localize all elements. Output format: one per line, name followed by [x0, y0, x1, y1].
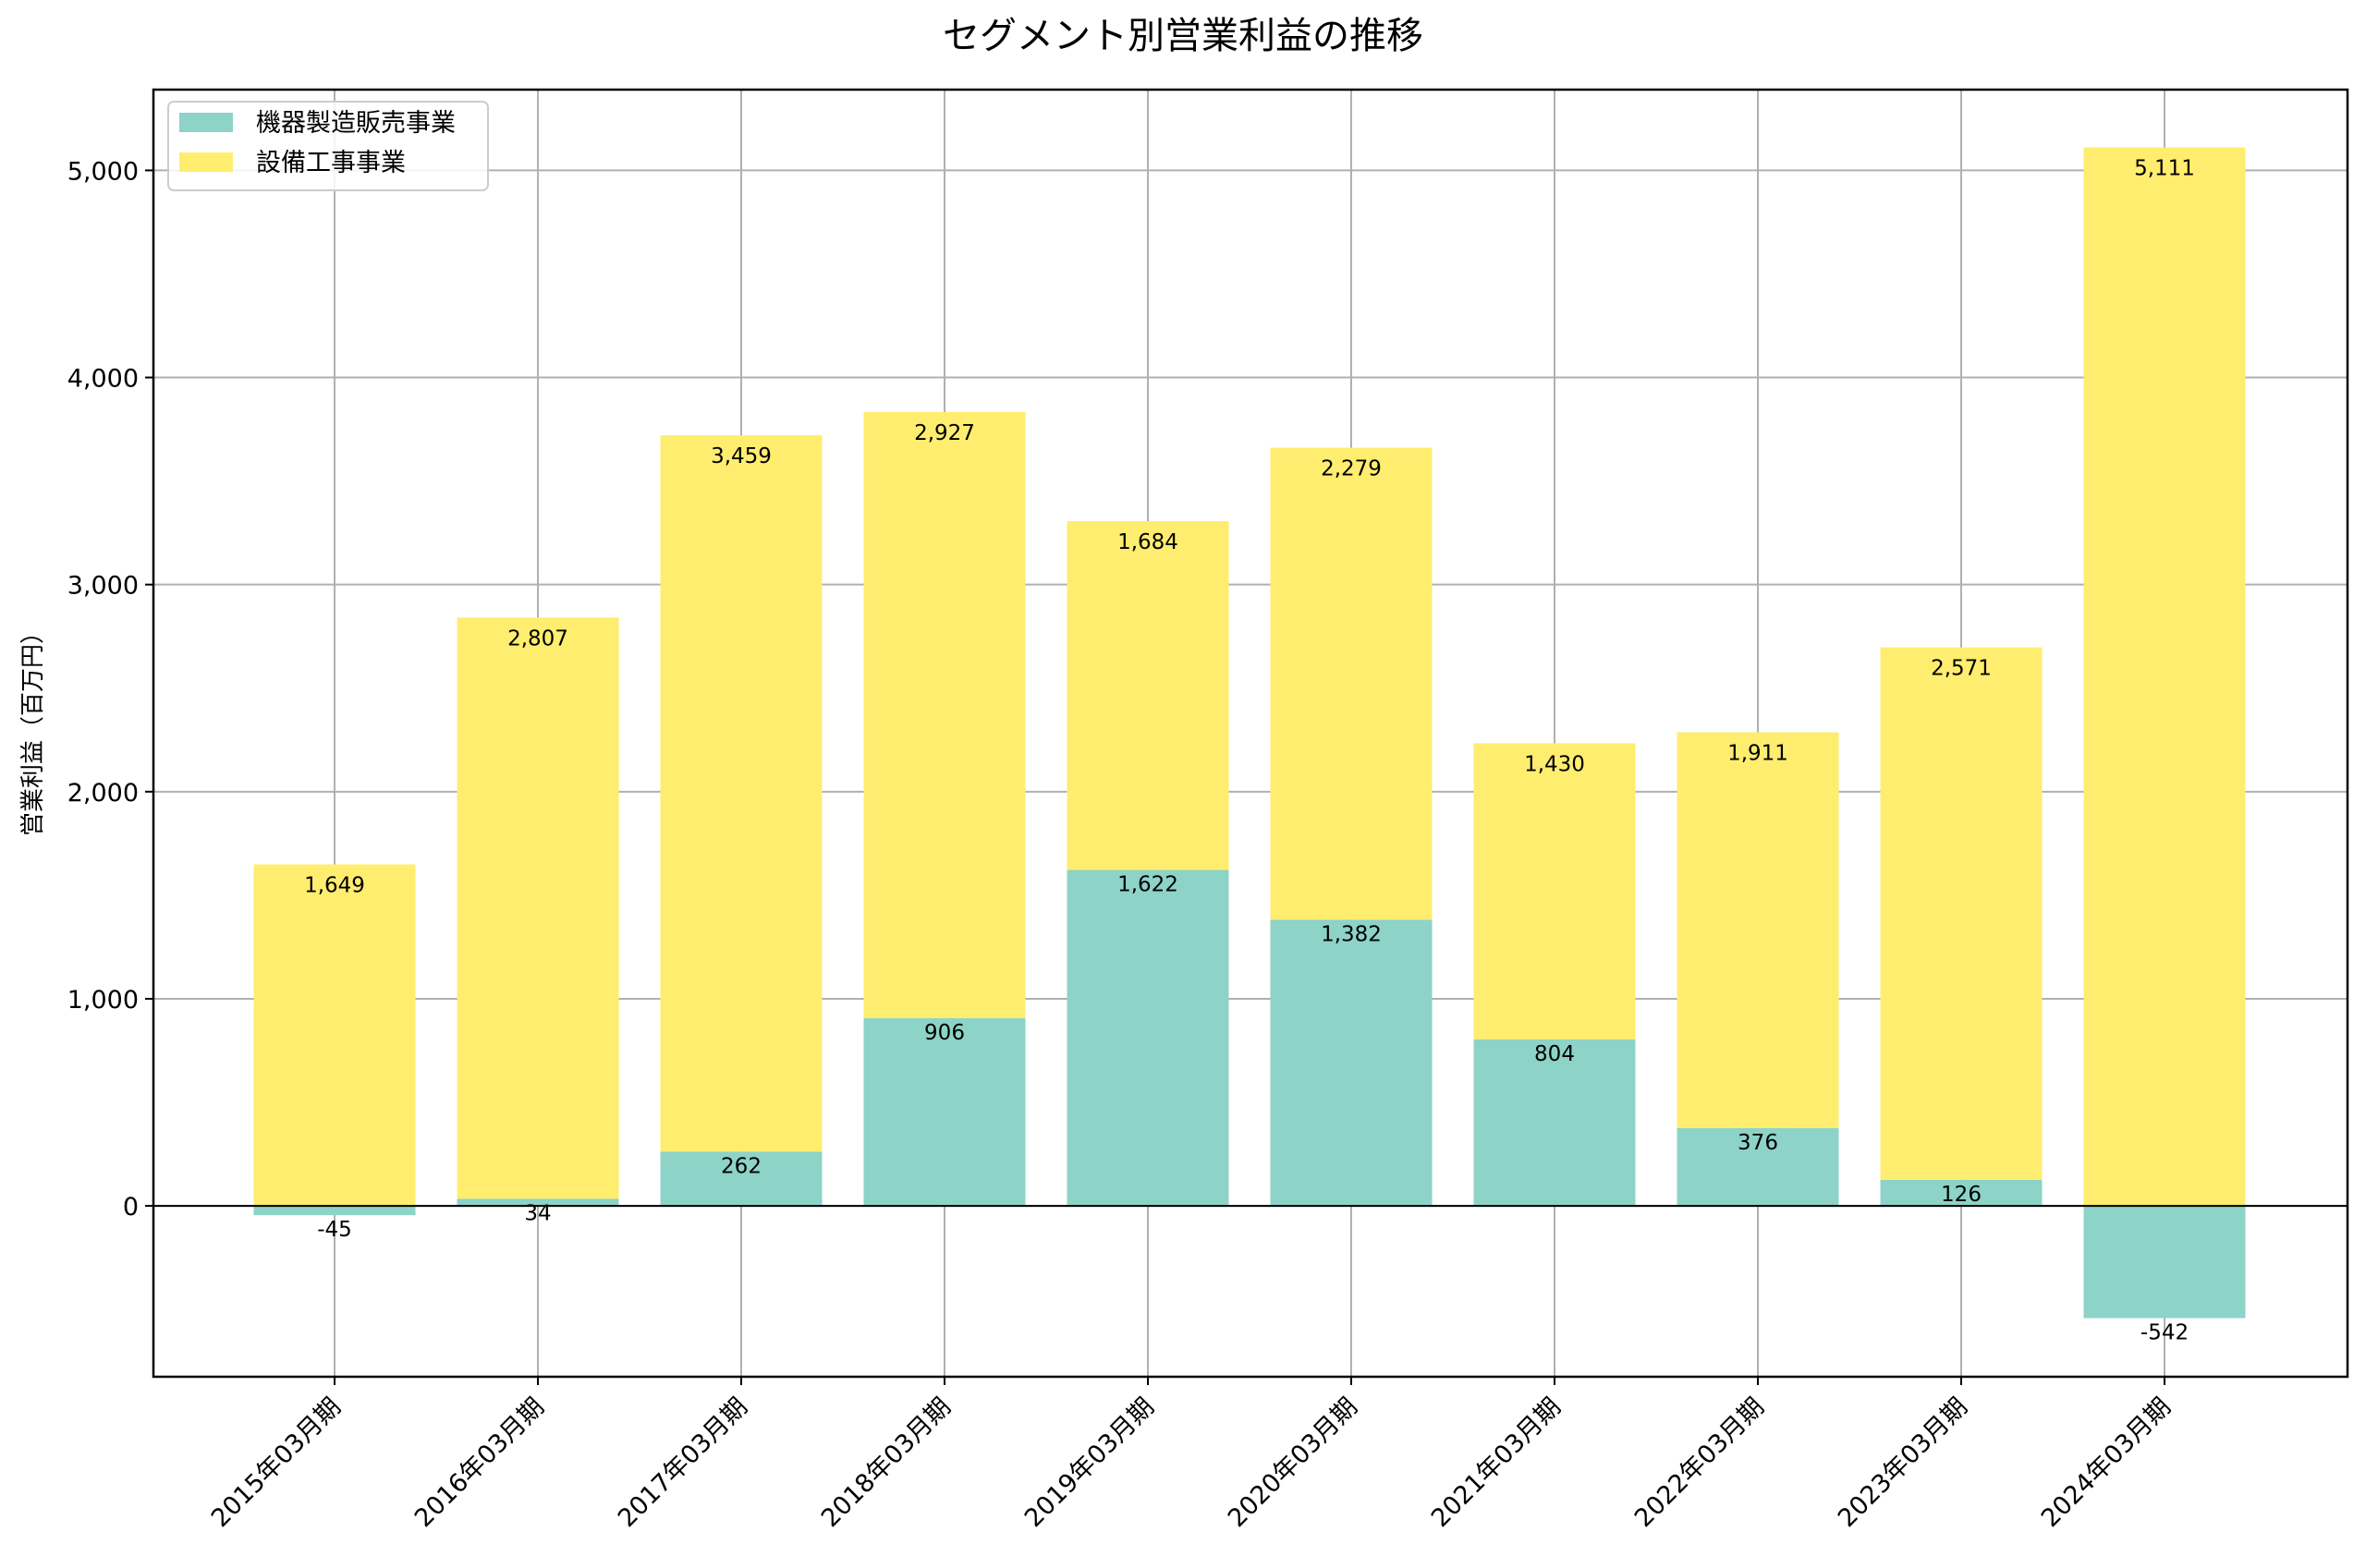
bar-kiki-seizou	[863, 1018, 1026, 1207]
data-label-setsubi-kouji: 3,459	[711, 444, 772, 468]
data-label-kiki-seizou: 262	[721, 1154, 762, 1178]
data-label-kiki-seizou: 1,382	[1321, 922, 1382, 946]
data-label-kiki-seizou: 126	[1941, 1183, 1982, 1207]
data-label-setsubi-kouji: 5,111	[2134, 157, 2195, 181]
data-label-setsubi-kouji: 1,649	[304, 873, 365, 897]
bar-setsubi-kouji	[457, 617, 619, 1199]
legend-label: 機器製造販売事業	[256, 109, 456, 138]
bar-kiki-seizou	[1270, 919, 1433, 1207]
data-label-kiki-seizou: 804	[1534, 1042, 1575, 1066]
bar-kiki-seizou	[2083, 1206, 2246, 1319]
bar-kiki-seizou	[660, 1151, 823, 1207]
data-labels: -451,649342,8072623,4599062,9271,6221,68…	[304, 157, 2195, 1345]
data-label-setsubi-kouji: 2,807	[507, 626, 568, 650]
data-label-setsubi-kouji: 2,571	[1931, 657, 1992, 681]
y-axis-label: 営業利益（百万円）	[19, 620, 47, 836]
bar-setsubi-kouji	[1473, 743, 1636, 1039]
data-label-setsubi-kouji: 1,684	[1117, 530, 1178, 554]
data-label-setsubi-kouji: 1,911	[1727, 741, 1788, 765]
y-tick-label: 3,000	[67, 572, 139, 601]
y-tick-label: 5,000	[67, 157, 139, 186]
data-label-kiki-seizou: 906	[924, 1021, 965, 1045]
bar-setsubi-kouji	[1880, 647, 2043, 1180]
data-label-kiki-seizou: -542	[2140, 1321, 2189, 1345]
y-tick-label: 2,000	[67, 779, 139, 808]
bar-kiki-seizou	[1473, 1039, 1636, 1207]
bar-setsubi-kouji	[2083, 147, 2246, 1207]
bar-setsubi-kouji	[253, 864, 416, 1207]
bar-setsubi-kouji	[863, 411, 1026, 1019]
legend-box	[167, 101, 489, 191]
bar-kiki-seizou	[253, 1206, 416, 1216]
legend-swatch	[179, 113, 233, 132]
bar-kiki-seizou	[457, 1198, 619, 1207]
chart-title: セグメント別営業利益の推移	[943, 15, 1423, 57]
legend-label: 設備工事事業	[256, 149, 406, 177]
bar-kiki-seizou	[1677, 1127, 1839, 1207]
bar-setsubi-kouji	[1067, 521, 1229, 870]
bar-kiki-seizou	[1880, 1179, 2043, 1207]
bar-kiki-seizou	[1067, 869, 1229, 1207]
legend-swatch	[179, 152, 233, 172]
y-tick-label: 0	[123, 1193, 139, 1222]
data-label-setsubi-kouji: 2,927	[914, 421, 975, 445]
data-label-kiki-seizou: 1,622	[1117, 873, 1178, 897]
y-tick-label: 4,000	[67, 365, 139, 394]
data-label-setsubi-kouji: 2,279	[1321, 457, 1382, 481]
bar-setsubi-kouji	[660, 435, 823, 1152]
bar-setsubi-kouji	[1270, 447, 1433, 920]
data-label-kiki-seizou: -45	[317, 1218, 352, 1242]
plot-frame	[152, 88, 2349, 1379]
data-label-setsubi-kouji: 1,430	[1524, 752, 1585, 776]
bars	[253, 147, 2246, 1319]
bar-setsubi-kouji	[1677, 732, 1839, 1128]
data-label-kiki-seizou: 376	[1738, 1131, 1778, 1155]
y-tick-label: 1,000	[67, 986, 139, 1015]
